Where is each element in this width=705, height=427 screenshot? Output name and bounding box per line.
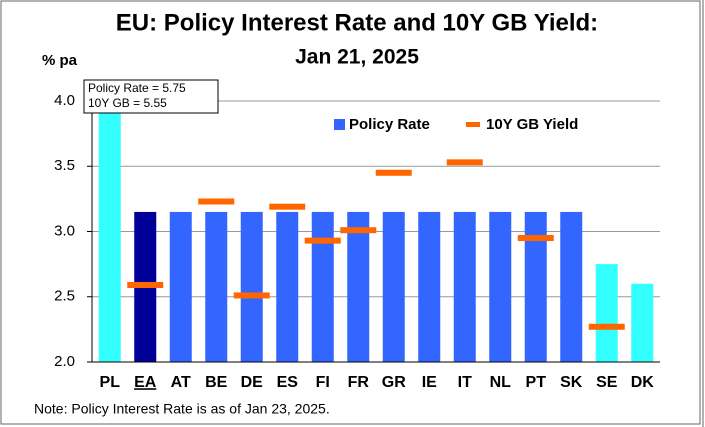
- bar: [595, 264, 618, 362]
- note: Note: Policy Interest Rate is as of Jan …: [34, 401, 330, 417]
- legend-label: Policy Rate: [349, 116, 430, 133]
- y-tick-label: 4.0: [54, 92, 75, 109]
- y-tick-label: 3.0: [54, 222, 75, 239]
- yield-dash: [127, 282, 164, 289]
- yield-dash: [340, 227, 377, 234]
- overlay: Policy Rate = 5.75 10Y GB = 5.55: [83, 79, 219, 114]
- x-tick-label: ES: [277, 374, 299, 391]
- x-tick-label: PL: [100, 374, 121, 391]
- yield-dash: [446, 159, 483, 166]
- x-tick-label: BE: [205, 374, 228, 391]
- plot: 2.0 2.5 3.0 3.5 4.0 PL EA AT BE DE ES FI FR GR IE IT NL P…: [54, 92, 660, 391]
- bar: [240, 211, 263, 362]
- bar: [560, 211, 583, 362]
- y-axis-label: % pa: [42, 52, 78, 69]
- bar: [524, 211, 547, 362]
- x-tick-label: NL: [490, 374, 512, 391]
- x-tick-label: IE: [422, 374, 437, 391]
- y-tick-label: 3.5: [54, 157, 75, 174]
- bars: [98, 101, 654, 362]
- bar: [276, 211, 299, 362]
- annotation: Policy Rate = 5.75: [88, 81, 186, 95]
- bar: [631, 283, 654, 362]
- bar: [489, 211, 512, 362]
- x-tick-label: FR: [348, 374, 370, 391]
- chart-subtitle: Jan 21, 2025: [295, 46, 419, 69]
- annotation-box: [83, 79, 219, 114]
- x-tick-label: DE: [241, 374, 264, 391]
- x-tick-label: IT: [458, 374, 472, 391]
- bar: [311, 211, 334, 362]
- bar: [382, 211, 405, 362]
- legend-swatch: [466, 122, 480, 127]
- x-tick-label: SK: [560, 374, 583, 391]
- yield-dash: [304, 237, 341, 244]
- yield-dash: [233, 292, 270, 299]
- bar: [169, 211, 192, 362]
- chart-title: EU: Policy Interest Rate and 10Y GB Yiel…: [116, 9, 598, 36]
- yield-dash: [375, 169, 412, 176]
- x-tick-label: AT: [171, 374, 191, 391]
- bar: [453, 211, 476, 362]
- annotation: 10Y GB = 5.55: [88, 96, 167, 110]
- yield-dash: [198, 198, 235, 205]
- bar: [418, 211, 441, 362]
- x-tick-label: GR: [382, 374, 406, 391]
- bar: [347, 211, 370, 362]
- bar: [205, 211, 228, 362]
- yield-dash: [269, 203, 306, 210]
- legend-swatch: [334, 119, 345, 130]
- x-tick-label: DK: [631, 374, 655, 391]
- x-tick-label: FI: [316, 374, 330, 391]
- legend-label: 10Y GB Yield: [486, 116, 578, 133]
- yield-dash: [517, 235, 554, 242]
- y-tick-label: 2.5: [54, 288, 75, 305]
- bar: [98, 101, 121, 362]
- yield-dash: [588, 323, 625, 330]
- x-tick-label: SE: [596, 374, 618, 391]
- y-tick-label: 2.0: [54, 353, 75, 370]
- x-tick-label: EA: [134, 374, 157, 391]
- x-tick-label: PT: [526, 374, 547, 391]
